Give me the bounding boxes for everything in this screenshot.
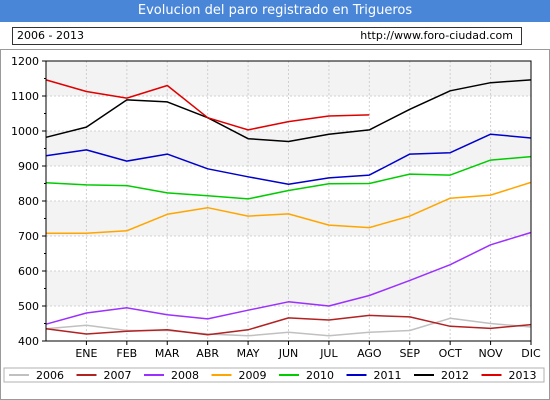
y-tick-label: 500 [18, 300, 39, 313]
y-tick-label: 800 [18, 195, 39, 208]
site-url: http://www.foro-ciudad.com [360, 29, 513, 42]
x-tick-label: ABR [196, 347, 219, 360]
period-label: 2006 - 2013 [17, 29, 84, 42]
x-tick-label: DIC [521, 347, 541, 360]
series-line-2009 [46, 181, 532, 234]
series-line-2012 [45, 79, 532, 143]
legend-label-2006: 2006 [36, 369, 64, 382]
legend-label-2011: 2011 [374, 369, 402, 382]
x-tick-label: MAR [155, 347, 180, 360]
y-tick-label: 900 [18, 160, 39, 173]
series-line-2013 [45, 79, 370, 131]
x-tick-label: ENE [75, 347, 97, 360]
legend-label-2013: 2013 [509, 369, 537, 382]
y-axis: 400 500 600 700 800 900 1000 1100 1200 [11, 55, 46, 348]
plot-border [45, 60, 532, 342]
y-tick-label: 1200 [11, 55, 39, 68]
bg-band [46, 131, 531, 166]
x-tick-label: FEB [116, 347, 137, 360]
y-tick-label: 1000 [11, 125, 39, 138]
series-line-2007 [45, 314, 532, 336]
legend-label-2010: 2010 [306, 369, 334, 382]
bg-band [46, 306, 531, 341]
bg-band [46, 271, 531, 306]
x-tick-label: MAY [237, 347, 260, 360]
legend: 2006 2007 2008 2009 2010 2011 2012 2013 [3, 367, 545, 383]
x-axis: ENE FEB MAR ABR MAY JUN JUL AGO SEP OCT NOV DIC [75, 341, 541, 360]
legend-label-2008: 2008 [171, 369, 199, 382]
legend-label-2009: 2009 [239, 369, 267, 382]
y-tick-label: 600 [18, 265, 39, 278]
y-tick-label: 1100 [11, 90, 39, 103]
y-tick-label: 400 [18, 335, 39, 348]
series-line-2011 [45, 133, 532, 185]
legend-label-2012: 2012 [441, 369, 469, 382]
chart-title: Evolucion del paro registrado en Triguer… [0, 0, 550, 22]
x-tick-label: AGO [357, 347, 382, 360]
y-tick-label: 700 [18, 230, 39, 243]
x-tick-label: JUL [319, 347, 338, 360]
info-bar: 2006 - 2013 http://www.foro-ciudad.com [12, 27, 522, 45]
legend-box [3, 367, 545, 383]
series-lines [45, 79, 532, 337]
x-tick-label: JUN [278, 347, 299, 360]
x-tick-label: NOV [478, 347, 503, 360]
x-tick-label: OCT [439, 347, 462, 360]
series-line-2010 [45, 155, 532, 200]
x-tick-label: SEP [399, 347, 420, 360]
legend-label-2007: 2007 [104, 369, 132, 382]
series-line-2008 [45, 231, 532, 325]
